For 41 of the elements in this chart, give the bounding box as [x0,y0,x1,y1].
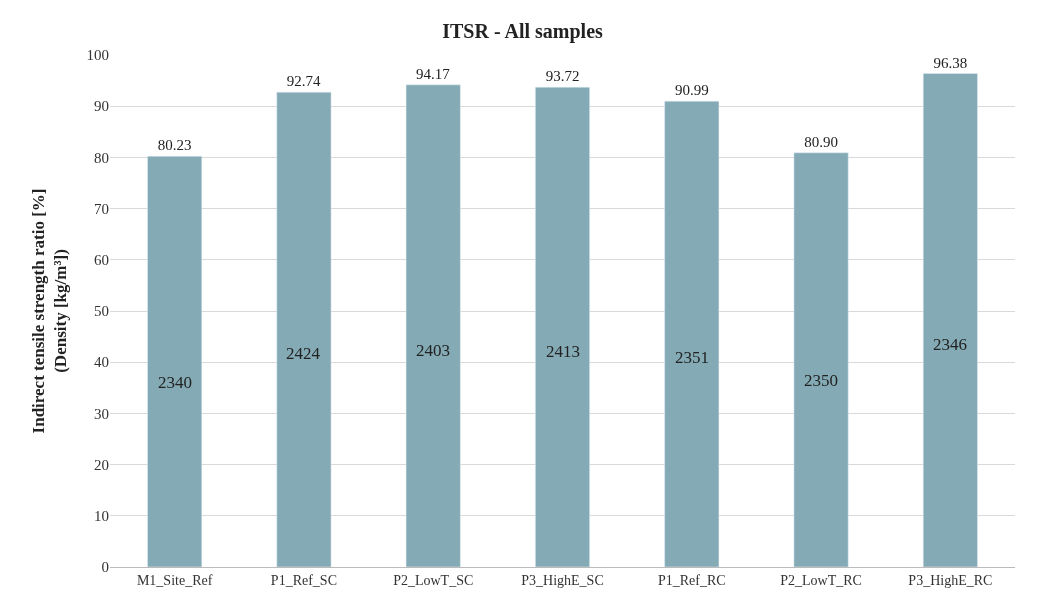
y-tick-label: 90 [94,98,109,115]
x-tick-label: P1_Ref_RC [657,572,726,588]
annotation: 2351 [675,348,709,367]
y-tick-label: 30 [94,405,109,422]
y-axis-title: Indirect tensile strength ratio [%] (Density [kg/m³]) [28,188,71,434]
y-tick-label: 0 [101,559,109,576]
y-tick-label: 100 [86,47,109,64]
annotation: 2350 [804,371,838,390]
x-tick-label: P2_LowT_RC [780,572,862,588]
data-label: 92.74 [286,73,322,90]
x-tick-label: P3_HighE_RC [908,572,993,588]
y-tick-label: 20 [94,456,109,473]
data-label: 90.99 [674,82,709,99]
bar [405,84,461,567]
data-label: 93.72 [545,68,580,85]
y-tick-label: 80 [94,149,109,166]
y-tick-label: 10 [94,508,109,525]
x-tick-label: P3_HighE_SC [521,572,604,588]
data-label: 96.38 [933,54,968,71]
annotation: 2346 [933,335,967,354]
bar [922,73,978,567]
bar [276,91,332,567]
annotation: 2424 [286,344,321,363]
x-tick-label: P1_Ref_SC [270,572,337,588]
y-tick-label: 70 [94,200,109,217]
data-label: 94.17 [416,65,451,82]
y-tick-label: 40 [94,354,109,371]
bar [535,86,590,567]
y-tick-label: 50 [94,303,109,320]
bar [793,152,849,567]
data-label: 80.23 [157,137,192,154]
annotation: 2413 [546,342,580,361]
chart-title: ITSR - All samples [442,20,604,44]
annotation: 2403 [416,341,450,360]
bar [664,100,720,567]
y-tick-label: 60 [94,252,109,269]
x-tick-label: M1_Site_Ref [136,572,213,588]
bar [147,155,203,567]
x-tick-label: P2_LowT_SC [393,572,474,588]
annotation: 2340 [158,373,192,392]
data-label: 80.90 [804,133,838,150]
